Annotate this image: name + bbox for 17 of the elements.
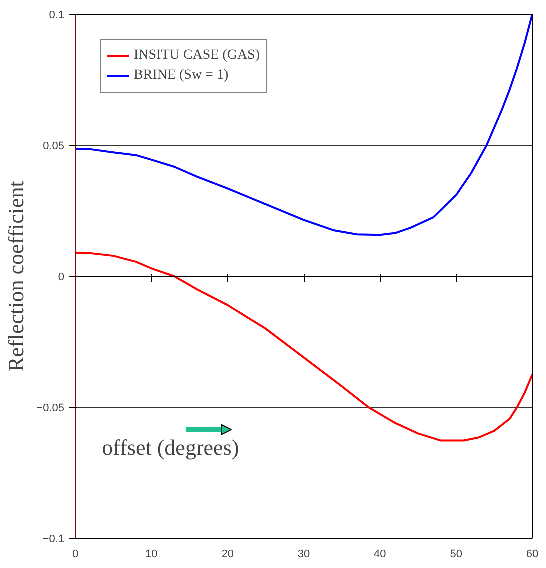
y-tick-label: 0.05 bbox=[43, 140, 65, 152]
x-tick-label: 40 bbox=[374, 548, 386, 560]
x-tick-label: 10 bbox=[146, 548, 158, 560]
y-tick-label: −0.1 bbox=[42, 534, 65, 546]
legend-label: INSITU CASE (GAS) bbox=[134, 48, 260, 64]
y-axis-title: Reflection coefficient bbox=[4, 181, 29, 372]
line-series bbox=[76, 14, 532, 236]
x-tick-label: 20 bbox=[222, 548, 234, 560]
y-tick-label: 0 bbox=[58, 272, 65, 284]
x-tick-label: 0 bbox=[72, 548, 79, 560]
legend-label: BRINE (Sw = 1) bbox=[134, 68, 229, 84]
x-tick-label: 30 bbox=[298, 548, 310, 560]
y-tick-label: −0.05 bbox=[36, 402, 65, 414]
x-tick-label: 60 bbox=[526, 548, 539, 560]
x-axis-title: offset (degrees) bbox=[102, 434, 240, 460]
y-tick-label: 0.1 bbox=[49, 10, 65, 22]
x-tick-label: 50 bbox=[450, 548, 462, 560]
